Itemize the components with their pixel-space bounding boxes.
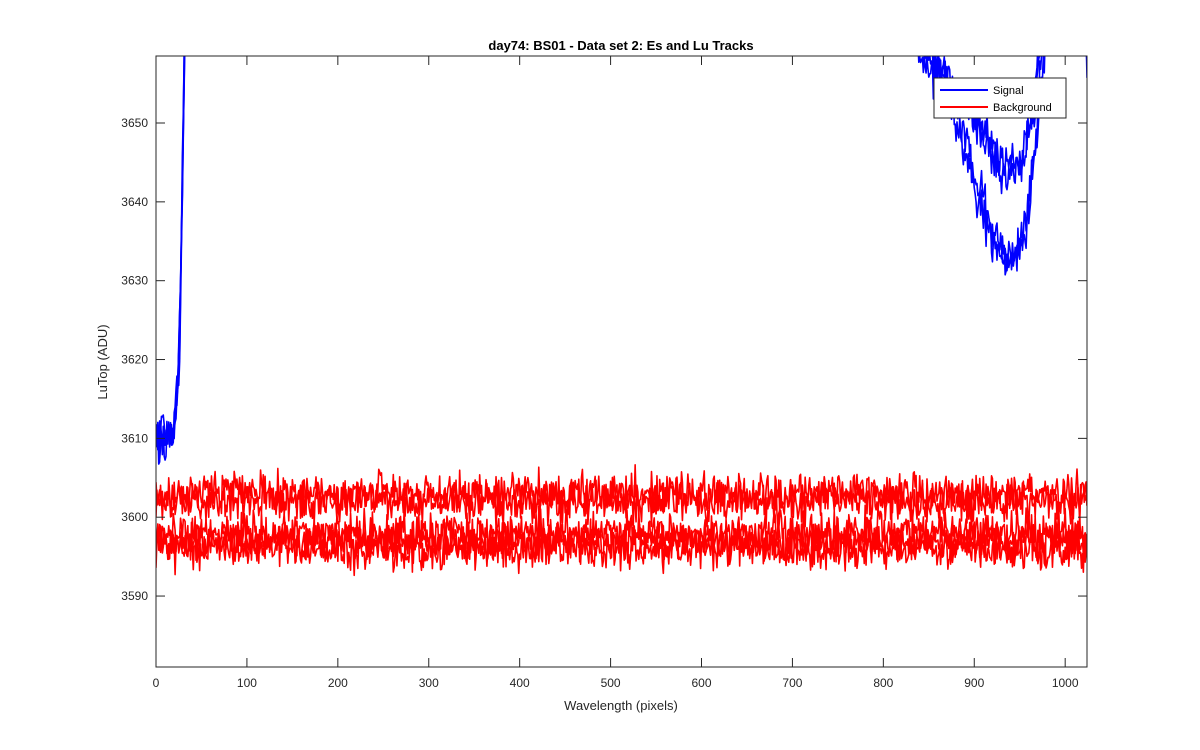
x-tick-label: 400 xyxy=(510,676,530,690)
ticks-layer: 0 100 200 300 400 500 600 700 800 900 1000 3590 3600… xyxy=(121,56,1087,690)
y-tick-label: 3590 xyxy=(121,589,148,603)
x-tick-label: 1000 xyxy=(1052,676,1079,690)
x-tick-label: 700 xyxy=(782,676,802,690)
plot-frame xyxy=(155,55,1088,668)
series-layer xyxy=(156,56,1087,577)
series-background-line-2 xyxy=(156,473,1087,529)
legend-background-label: Background xyxy=(993,102,1052,114)
plot-area: 0 100 200 300 400 500 600 700 800 900 1000 3590 3600… xyxy=(121,55,1088,690)
legend-box xyxy=(933,77,1067,119)
x-tick-label: 900 xyxy=(964,676,984,690)
x-tick-label: 600 xyxy=(691,676,711,690)
chart-title: day74: BS01 - Data set 2: Es and Lu Trac… xyxy=(488,38,753,53)
x-tick-label: 0 xyxy=(153,676,160,690)
y-tick-label: 3640 xyxy=(121,195,148,209)
y-axis-label: LuTop (ADU) xyxy=(95,324,110,399)
x-tick-label: 300 xyxy=(419,676,439,690)
legend-signal-label: Signal xyxy=(993,85,1024,97)
plot-background xyxy=(156,56,1087,667)
legend: Signal Background xyxy=(933,77,1067,119)
x-tick-label: 500 xyxy=(601,676,621,690)
x-tick-label: 100 xyxy=(237,676,257,690)
y-tick-label: 3600 xyxy=(121,510,148,524)
y-tick-label: 3610 xyxy=(121,431,148,445)
x-axis-label: Wavelength (pixels) xyxy=(564,698,678,713)
y-tick-label: 3650 xyxy=(121,116,148,130)
series-signal-line-4 xyxy=(156,56,1087,461)
series-background-line-5 xyxy=(156,513,1087,568)
y-tick-label: 3620 xyxy=(121,353,148,367)
y-tick-label: 3630 xyxy=(121,274,148,288)
x-tick-label: 200 xyxy=(328,676,348,690)
x-tick-label: 800 xyxy=(873,676,893,690)
